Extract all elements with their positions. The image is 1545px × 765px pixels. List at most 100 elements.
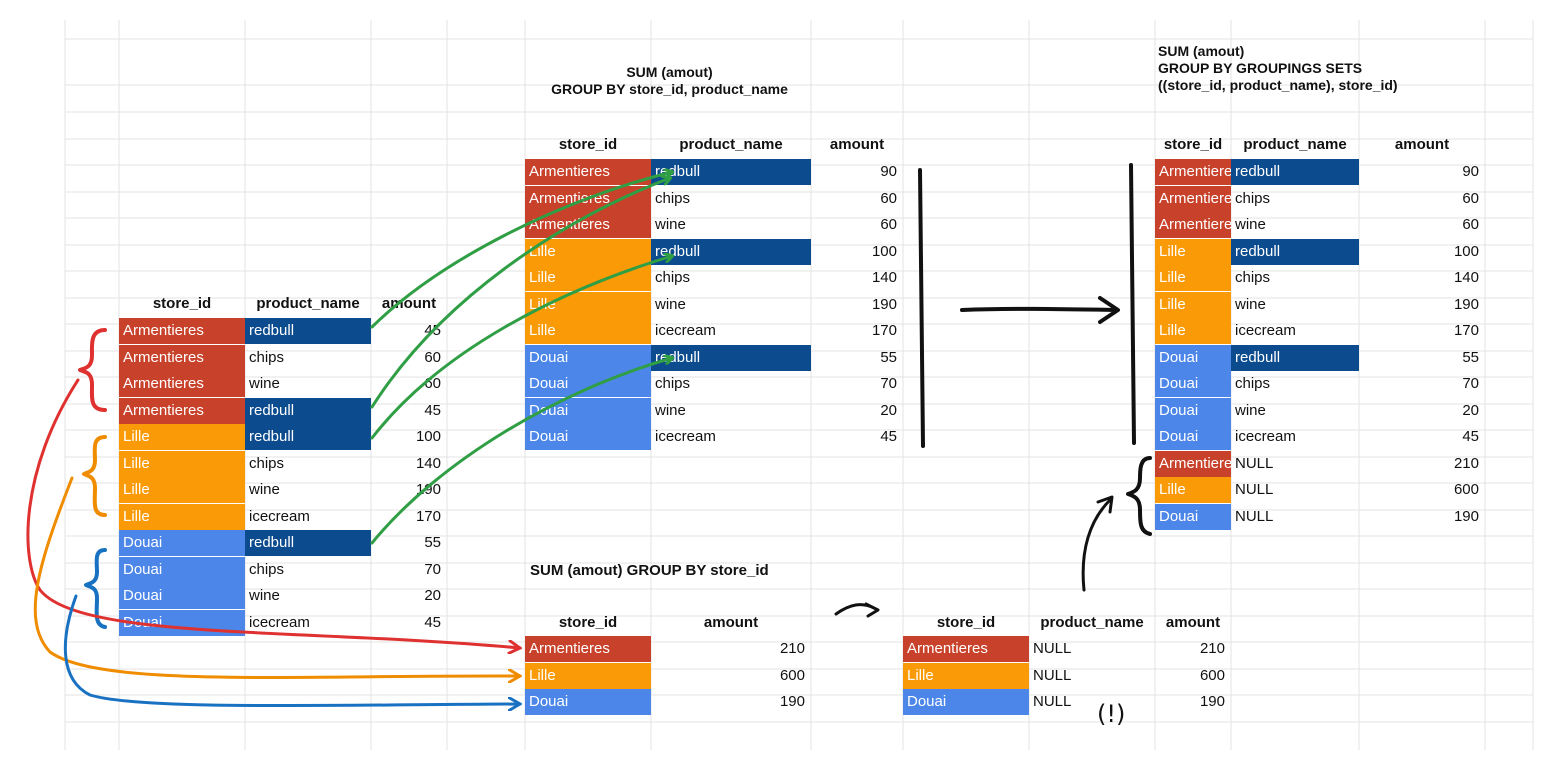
amount-cell: 60 [424, 348, 441, 366]
store-id-cell: Armentieres [119, 371, 245, 397]
column-header: amount [829, 136, 885, 153]
store-id-cell: Douai [525, 344, 651, 371]
grouping-sets-title-line3: ((store_id, product_name), store_id) [1158, 77, 1398, 93]
store-id-cell: Lille [525, 318, 651, 344]
product-name-cell: redbull [651, 344, 811, 371]
store-id-cell: Armentieres [525, 212, 651, 238]
product-name-cell: icecream [249, 507, 310, 525]
amount-cell: 45 [424, 613, 441, 631]
product-name-cell: chips [655, 375, 691, 392]
store-id-cell: Lille [525, 291, 651, 318]
product-name-cell: redbull [1231, 344, 1359, 371]
product-name-cell: NULL [1033, 640, 1072, 657]
store-id-cell: Douai [525, 371, 651, 397]
amount-cell: 210 [1453, 454, 1479, 472]
amount-cell: 190 [871, 295, 897, 313]
store-id-cell: Armentieres [119, 318, 245, 344]
store-id-cell: Armentieres [1155, 450, 1231, 477]
store-id-cell: Lille [1155, 265, 1231, 291]
store-id-cell: Armentieres [1155, 159, 1231, 185]
store-id-cell: Lille [1155, 477, 1231, 503]
store-id-cell: Lille [525, 265, 651, 291]
product-name-cell: redbull [651, 238, 811, 265]
store-id-cell: Armentieres [525, 185, 651, 212]
store-id-cell: Lille [525, 662, 651, 689]
amount-cell: 190 [415, 481, 441, 498]
product-name-cell: icecream [1235, 322, 1296, 339]
product-name-cell: wine [655, 216, 686, 233]
amount-cell: 70 [1462, 375, 1479, 392]
store-id-cell: Lille [119, 503, 245, 530]
store-id-cell: Armentieres [903, 636, 1029, 662]
amount-cell: 45 [880, 428, 897, 445]
store-id-cell: Lille [903, 662, 1029, 689]
amount-cell: 90 [1462, 163, 1479, 180]
amount-cell: 20 [1462, 401, 1479, 419]
store-id-cell: Douai [1155, 344, 1231, 371]
grouping-sets-title-line1: SUM (amout) [1158, 43, 1245, 59]
product-name-cell: wine [249, 587, 280, 604]
amount-cell: 170 [871, 322, 897, 339]
product-name-cell: wine [249, 481, 280, 498]
column-header: amount [1394, 136, 1450, 153]
grouping-sets-title: SUM (amout) GROUP BY GROUPINGS SETS ((st… [1158, 43, 1398, 94]
store-id-cell: Lille [525, 238, 651, 265]
store-id-cell: Douai [525, 424, 651, 450]
product-name-cell: icecream [1235, 428, 1296, 445]
store-id-cell: Lille [119, 477, 245, 503]
store-id-cell: Lille [119, 450, 245, 477]
store-id-cell: Douai [1155, 424, 1231, 450]
amount-cell: 55 [1462, 348, 1479, 366]
amount-cell: 600 [1453, 481, 1479, 498]
amount-cell: 60 [1462, 189, 1479, 207]
column-header: amount [381, 295, 437, 312]
amount-cell: 45 [1462, 428, 1479, 445]
column-header: store_id [936, 614, 996, 631]
product-name-cell: NULL [1033, 693, 1072, 710]
product-name-cell: wine [655, 401, 686, 419]
store-id-cell: Lille [119, 424, 245, 450]
product-name-cell: redbull [245, 397, 371, 424]
amount-cell: 60 [424, 375, 441, 392]
amount-cell: 70 [880, 375, 897, 392]
store-id-cell: Armentieres [525, 159, 651, 185]
warning-note: (!) [1097, 700, 1126, 728]
column-header: store_id [558, 136, 618, 153]
store-id-cell: Douai [119, 556, 245, 583]
grouping-sets-title-line2: GROUP BY GROUPINGS SETS [1158, 60, 1363, 76]
column-header: store_id [558, 614, 618, 631]
column-header: store_id [1163, 136, 1223, 153]
product-name-cell: chips [249, 454, 285, 472]
column-header: product_name [256, 295, 360, 312]
amount-cell: 140 [1453, 269, 1479, 286]
product-name-cell: NULL [1033, 666, 1072, 684]
amount-cell: 600 [779, 666, 805, 684]
product-name-cell: redbull [1231, 238, 1359, 265]
store-id-cell: Armentieres [525, 636, 651, 662]
column-header: product_name [1243, 136, 1347, 153]
amount-cell: 45 [424, 401, 441, 419]
amount-cell: 170 [1453, 322, 1479, 339]
column-header: product_name [1040, 614, 1144, 631]
amount-cell: 190 [1453, 507, 1479, 525]
store-id-cell: Lille [1155, 291, 1231, 318]
product-name-cell: chips [655, 189, 691, 207]
store-id-cell: Armentieres [1155, 185, 1231, 212]
amount-cell: 140 [415, 454, 441, 472]
column-header: store_id [152, 295, 212, 312]
amount-cell: 170 [415, 507, 441, 525]
product-name-cell: redbull [1231, 159, 1359, 185]
group-by-title-line2: GROUP BY store_id, product_name [551, 81, 788, 97]
amount-cell: 210 [779, 640, 805, 657]
store-sum-title: SUM (amout) GROUP BY store_id [530, 562, 769, 579]
store-id-cell: Douai [903, 689, 1029, 715]
amount-cell: 100 [1453, 242, 1479, 260]
product-name-cell: redbull [245, 530, 371, 556]
column-header: amount [1165, 614, 1221, 631]
amount-cell: 190 [1199, 693, 1225, 710]
store-id-cell: Douai [1155, 503, 1231, 530]
product-name-cell: wine [1235, 216, 1266, 233]
store-id-cell: Douai [119, 530, 245, 556]
product-name-cell: wine [1235, 401, 1266, 419]
